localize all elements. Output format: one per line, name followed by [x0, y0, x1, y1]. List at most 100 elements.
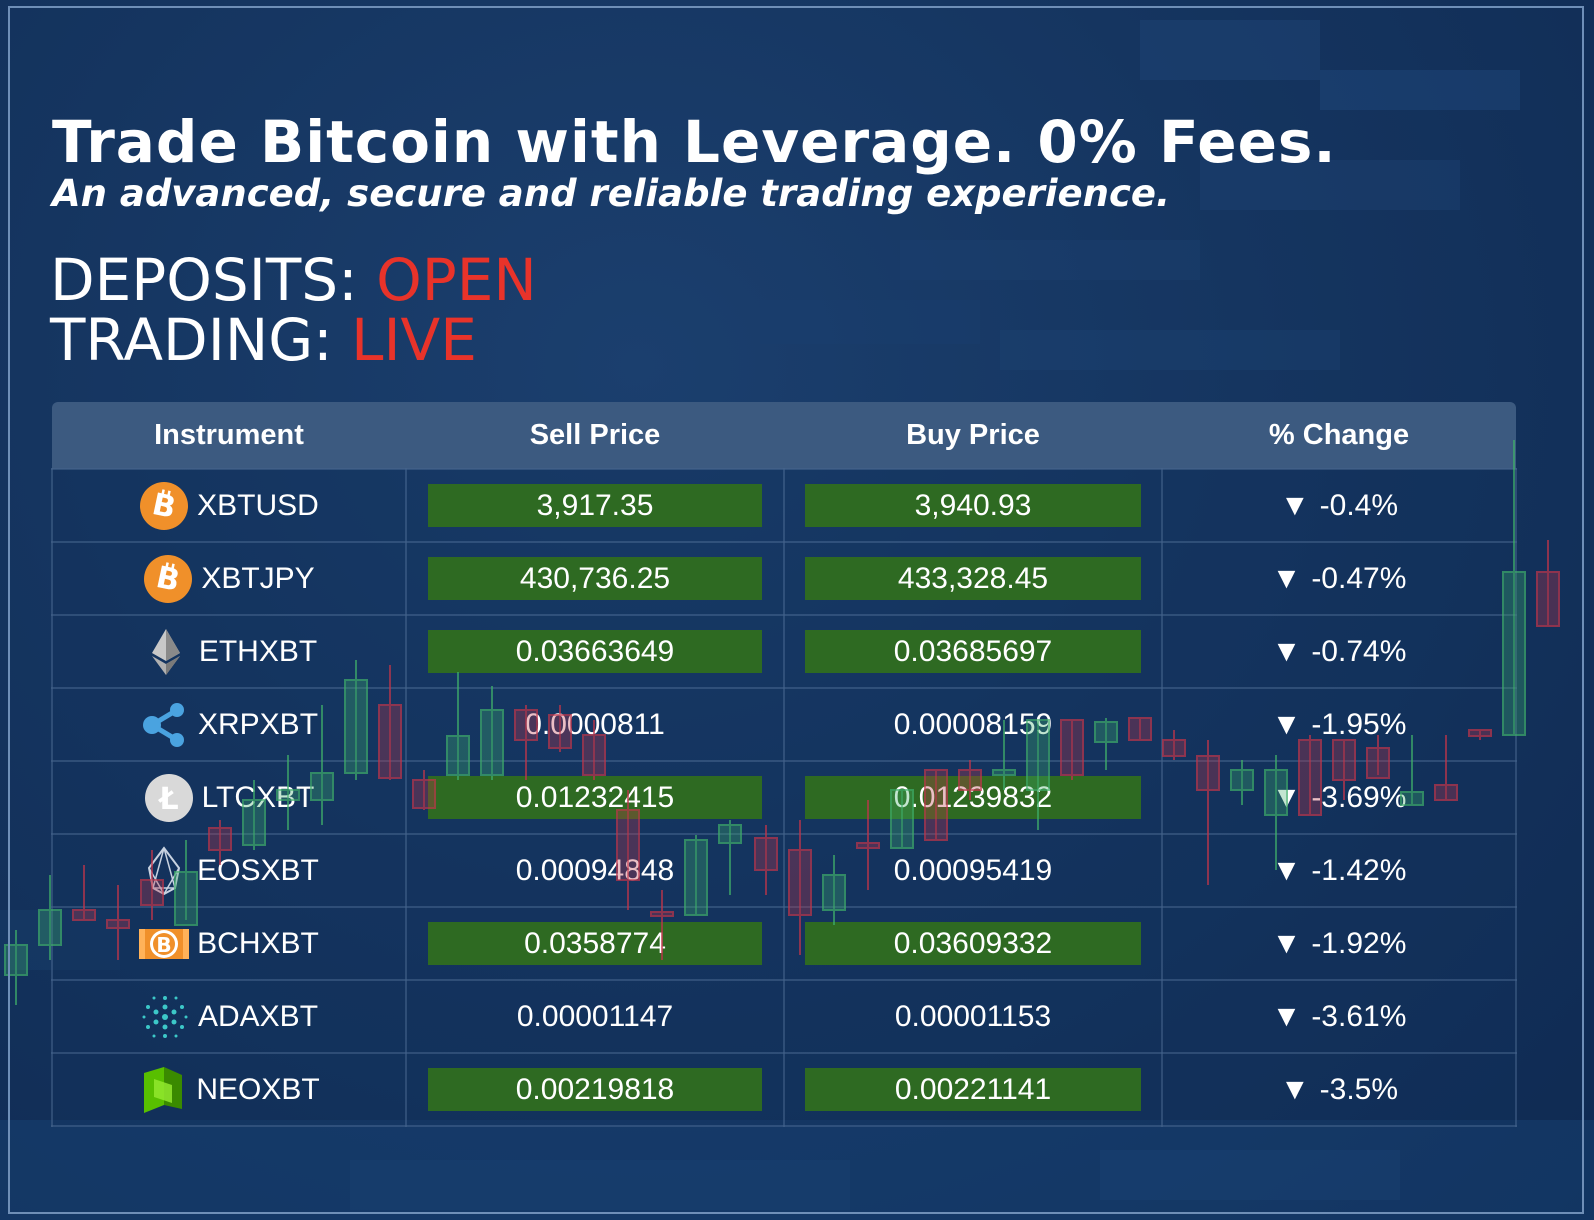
- change-value: -1.95%: [1311, 707, 1407, 741]
- instrument: NEOXBT: [53, 1054, 405, 1125]
- instrument-cell[interactable]: ADAXBT: [51, 979, 407, 1054]
- table-row[interactable]: Ł LTCXBT 0.01232415 0.01239832 ▼ -3.69%: [51, 760, 1517, 835]
- svg-text:B: B: [157, 933, 172, 957]
- instrument: ETHXBT: [53, 616, 405, 687]
- sell-price-cell[interactable]: 0.0000811: [405, 687, 785, 762]
- change-cell: ▼ -1.42%: [1161, 833, 1517, 908]
- sell-price-cell[interactable]: 0.01232415: [405, 760, 785, 835]
- instrument: EOSXBT: [53, 835, 405, 906]
- market-table-wrapper: Instrument Sell Price Buy Price % Change…: [51, 402, 1517, 1127]
- sell-price-cell[interactable]: 0.03663649: [405, 614, 785, 689]
- deposits-value: OPEN: [376, 246, 537, 314]
- buy-price-cell[interactable]: 0.00001153: [783, 979, 1163, 1054]
- table-header-row: Instrument Sell Price Buy Price % Change: [52, 402, 1516, 469]
- cardano-icon: [140, 992, 190, 1042]
- table-row[interactable]: B XBTUSD 3,917.35 3,940.93 ▼ -0.4%: [51, 468, 1517, 543]
- down-arrow-icon: ▼: [1271, 707, 1302, 741]
- table-row[interactable]: XRPXBT 0.0000811 0.00008159 ▼ -1.95%: [51, 687, 1517, 762]
- down-arrow-icon: ▼: [1271, 780, 1302, 814]
- buy-price: 0.03609332: [805, 922, 1141, 965]
- buy-price: 0.00001153: [894, 1000, 1052, 1033]
- buy-price: 0.00008159: [893, 708, 1053, 741]
- buy-price-cell[interactable]: 0.01239832: [783, 760, 1163, 835]
- table-row[interactable]: ADAXBT 0.00001147 0.00001153 ▼ -3.61%: [51, 979, 1517, 1054]
- neo-icon: [138, 1065, 188, 1115]
- sell-price: 0.0358774: [428, 922, 762, 965]
- buy-price-cell[interactable]: 3,940.93: [783, 468, 1163, 543]
- sell-price-cell[interactable]: 430,736.25: [405, 541, 785, 616]
- sell-price: 0.03663649: [428, 630, 762, 673]
- instrument-name: BCHXBT: [197, 926, 319, 960]
- table-row[interactable]: NEOXBT 0.00219818 0.00221141 ▼ -3.5%: [51, 1052, 1517, 1127]
- instrument-name: EOSXBT: [197, 853, 319, 887]
- buy-price-cell[interactable]: 433,328.45: [783, 541, 1163, 616]
- instrument-cell[interactable]: XRPXBT: [51, 687, 407, 762]
- ethereum-icon: [141, 627, 191, 677]
- instrument-name: ADAXBT: [197, 999, 319, 1033]
- trading-status: TRADING: LIVE: [50, 306, 477, 374]
- buy-price: 3,940.93: [805, 484, 1141, 527]
- instrument: ADAXBT: [53, 981, 405, 1052]
- buy-price: 0.03685697: [805, 630, 1141, 673]
- change-cell: ▼ -0.4%: [1161, 468, 1517, 543]
- instrument-cell[interactable]: ETHXBT: [51, 614, 407, 689]
- down-arrow-icon: ▼: [1279, 488, 1310, 522]
- change-cell: ▼ -0.74%: [1161, 614, 1517, 689]
- sell-price: 0.00219818: [428, 1068, 762, 1111]
- instrument: B XBTJPY: [53, 543, 405, 614]
- market-table: Instrument Sell Price Buy Price % Change…: [51, 402, 1517, 1127]
- sell-price-cell[interactable]: 0.00094848: [405, 833, 785, 908]
- buy-price-cell[interactable]: 0.03685697: [783, 614, 1163, 689]
- column-header-buy-price[interactable]: Buy Price: [784, 402, 1162, 469]
- down-arrow-icon: ▼: [1271, 853, 1302, 887]
- sell-price: 0.00094848: [515, 854, 675, 887]
- column-header-change[interactable]: % Change: [1162, 402, 1516, 469]
- instrument-name: XRPXBT: [197, 707, 319, 741]
- instrument: B BCHXBT: [53, 908, 405, 979]
- table-row[interactable]: EOSXBT 0.00094848 0.00095419 ▼ -1.42%: [51, 833, 1517, 908]
- change-cell: ▼ -3.5%: [1161, 1052, 1517, 1127]
- instrument-cell[interactable]: EOSXBT: [51, 833, 407, 908]
- instrument-cell[interactable]: Ł LTCXBT: [51, 760, 407, 835]
- table-row[interactable]: B BCHXBT 0.0358774 0.03609332 ▼ -1.92%: [51, 906, 1517, 981]
- sell-price: 3,917.35: [428, 484, 762, 527]
- column-header-instrument[interactable]: Instrument: [52, 402, 406, 469]
- subheadline: An advanced, secure and reliable trading…: [52, 172, 1171, 215]
- change-cell: ▼ -3.61%: [1161, 979, 1517, 1054]
- instrument-name: XBTJPY: [201, 561, 315, 595]
- table-row[interactable]: ETHXBT 0.03663649 0.03685697 ▼ -0.74%: [51, 614, 1517, 689]
- buy-price-cell[interactable]: 0.00095419: [783, 833, 1163, 908]
- instrument-name: XBTUSD: [197, 488, 319, 522]
- instrument-cell[interactable]: B BCHXBT: [51, 906, 407, 981]
- sell-price: 430,736.25: [428, 557, 762, 600]
- down-arrow-icon: ▼: [1279, 1072, 1310, 1106]
- buy-price-cell[interactable]: 0.00008159: [783, 687, 1163, 762]
- bitcoin-cash-icon: B: [139, 919, 190, 969]
- sell-price-cell[interactable]: 0.0358774: [405, 906, 785, 981]
- column-header-sell-price[interactable]: Sell Price: [406, 402, 784, 469]
- change-value: -0.74%: [1311, 634, 1407, 668]
- bitcoin-icon: B: [143, 554, 193, 604]
- change-value: -3.5%: [1319, 1072, 1399, 1106]
- change-cell: ▼ -1.95%: [1161, 687, 1517, 762]
- buy-price-cell[interactable]: 0.03609332: [783, 906, 1163, 981]
- change-value: -1.42%: [1311, 853, 1407, 887]
- buy-price-cell[interactable]: 0.00221141: [783, 1052, 1163, 1127]
- sell-price-cell[interactable]: 0.00001147: [405, 979, 785, 1054]
- buy-price: 433,328.45: [805, 557, 1141, 600]
- instrument-cell[interactable]: NEOXBT: [51, 1052, 407, 1127]
- trading-label: TRADING:: [50, 306, 352, 374]
- instrument: XRPXBT: [53, 689, 405, 760]
- sell-price-cell[interactable]: 0.00219818: [405, 1052, 785, 1127]
- instrument-cell[interactable]: B XBTUSD: [51, 468, 407, 543]
- ripple-icon: [140, 700, 190, 750]
- table-row[interactable]: B XBTJPY 430,736.25 433,328.45 ▼ -0.47%: [51, 541, 1517, 616]
- bitcoin-icon: B: [139, 481, 189, 531]
- trading-value: LIVE: [351, 306, 477, 374]
- buy-price: 0.00095419: [893, 854, 1053, 887]
- instrument-cell[interactable]: B XBTJPY: [51, 541, 407, 616]
- buy-price: 0.01239832: [805, 776, 1141, 819]
- sell-price-cell[interactable]: 3,917.35: [405, 468, 785, 543]
